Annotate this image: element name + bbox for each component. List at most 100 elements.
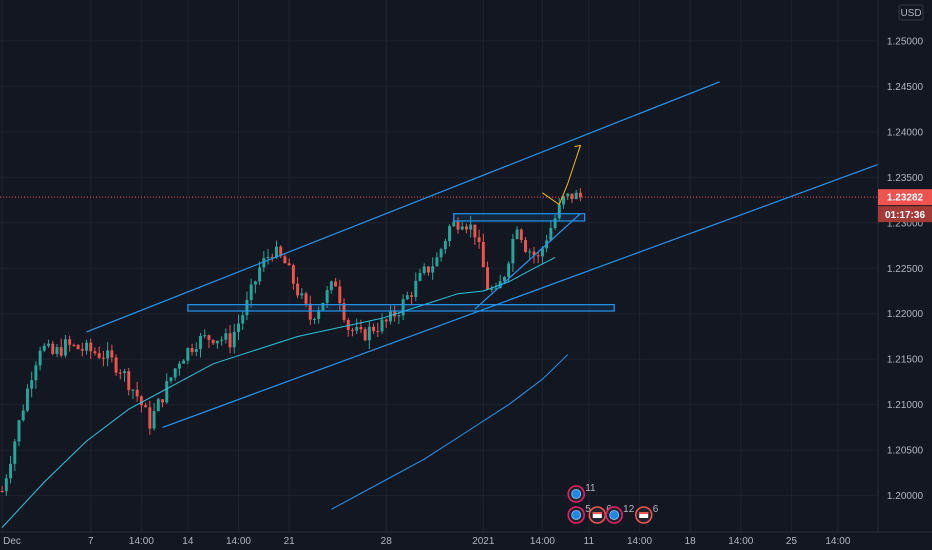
y-tick-label: 1.20500 [887,446,924,457]
candle-body [401,299,405,316]
flag-event-icon[interactable]: 6 [634,504,659,524]
candle-body [207,335,211,340]
candle-body [448,226,452,242]
candle-body [566,193,570,197]
candle-body [101,357,105,359]
flag-icon [592,512,602,518]
moving-average-line [1,256,556,528]
candle-body [528,251,532,253]
candle-body [156,399,160,412]
candle-body [34,365,38,381]
price-axis-background [878,0,932,532]
drawing-tools-layer[interactable] [86,81,881,428]
support-zone-rectangle[interactable] [187,304,615,312]
x-tick-label: 7 [88,536,94,547]
plot-area[interactable] [0,188,878,528]
short-trend-line[interactable] [474,213,581,310]
candle-body [110,350,114,358]
candle-body [490,288,494,290]
projection-arrow-head[interactable] [574,144,582,152]
candle-body [55,347,59,354]
candle-body [418,272,422,281]
candle-body [30,380,34,389]
price-axis[interactable]: USD 1.250001.245001.240001.235001.230001… [877,0,932,532]
candle-body [312,319,316,321]
channel-upper-line[interactable] [86,81,720,333]
globe-event-icon[interactable]: 5 [567,504,591,524]
candle-body [338,286,342,304]
candle-body [266,257,270,259]
candle-body [47,343,51,346]
candle-body [507,263,511,277]
candle-body [275,246,278,258]
candle-body [540,248,544,257]
events-layer[interactable]: 1156126 [567,483,659,524]
x-axis-ticks: Dec 7 14:00 14 14:00 21 28 2021 14:00 11 14:00 18 14… [3,536,851,547]
candle-body [161,399,164,403]
candle-body [414,280,418,297]
y-tick-label: 1.21000 [887,400,924,411]
x-tick-label: 21 [284,536,296,547]
grid-lines [0,0,878,532]
projection-arrow-path[interactable] [542,145,581,206]
candle-body [13,441,17,464]
candle-body [127,371,131,391]
y-tick-label: 1.22000 [887,309,924,320]
candle-body [114,357,118,373]
candle-body [131,389,135,391]
candle-body [334,281,338,287]
candle-body [237,323,240,332]
candle-body [304,293,308,304]
candle-body [553,218,557,228]
candle-body [469,224,473,230]
candle-body [557,204,561,219]
candle-body [85,342,89,351]
resistance-zone-rectangle[interactable] [453,213,586,222]
event-count-label: 11 [585,483,596,494]
candle-body [570,193,574,200]
candle-body [241,315,245,324]
last-price-box [878,189,932,206]
candle-body [135,389,139,397]
candle-body [549,227,553,241]
candle-body [380,319,384,332]
candle-body [329,281,333,291]
x-tick-label: 14:00 [226,536,251,547]
candle-body [80,349,84,351]
currency-box[interactable] [898,4,924,21]
x-tick-label: 14:00 [825,536,850,547]
candle-body [194,349,198,352]
candle-body [439,249,443,258]
flag-icon [639,512,649,518]
globe-event-icon[interactable]: 11 [567,483,596,503]
candle-body [473,224,477,238]
time-axis-background [0,532,932,550]
candle-body [350,329,354,331]
candle-body [245,299,249,316]
candle-body [405,295,409,300]
candle-body [443,241,447,250]
y-axis-ticks: 1.25000 1.24500 1.24000 1.23500 1.23000 1.225… [887,36,924,502]
candle-body [220,339,224,341]
candle-body [477,237,481,242]
candle-body [25,388,29,411]
event-count-label: 12 [623,504,635,515]
candle-body [186,348,190,361]
candle-body [215,340,219,344]
globe-event-icon[interactable]: 12 [605,504,635,524]
countdown-box [878,206,932,223]
candle-body [431,266,435,273]
x-tick-label: 28 [381,536,393,547]
time-axis[interactable]: Dec 7 14:00 14 14:00 21 28 2021 14:00 11 14:00 18 14… [0,531,932,550]
x-tick-label: 14:00 [129,536,154,547]
candle-body [232,331,236,348]
candle-body [211,339,215,344]
candle-body [17,420,21,442]
candle-body [388,310,392,322]
candle-body [300,293,304,296]
candle-body [9,463,13,479]
event-count-label: 5 [585,504,591,515]
candle-body [148,407,152,429]
channel-lower-line[interactable] [162,163,881,428]
